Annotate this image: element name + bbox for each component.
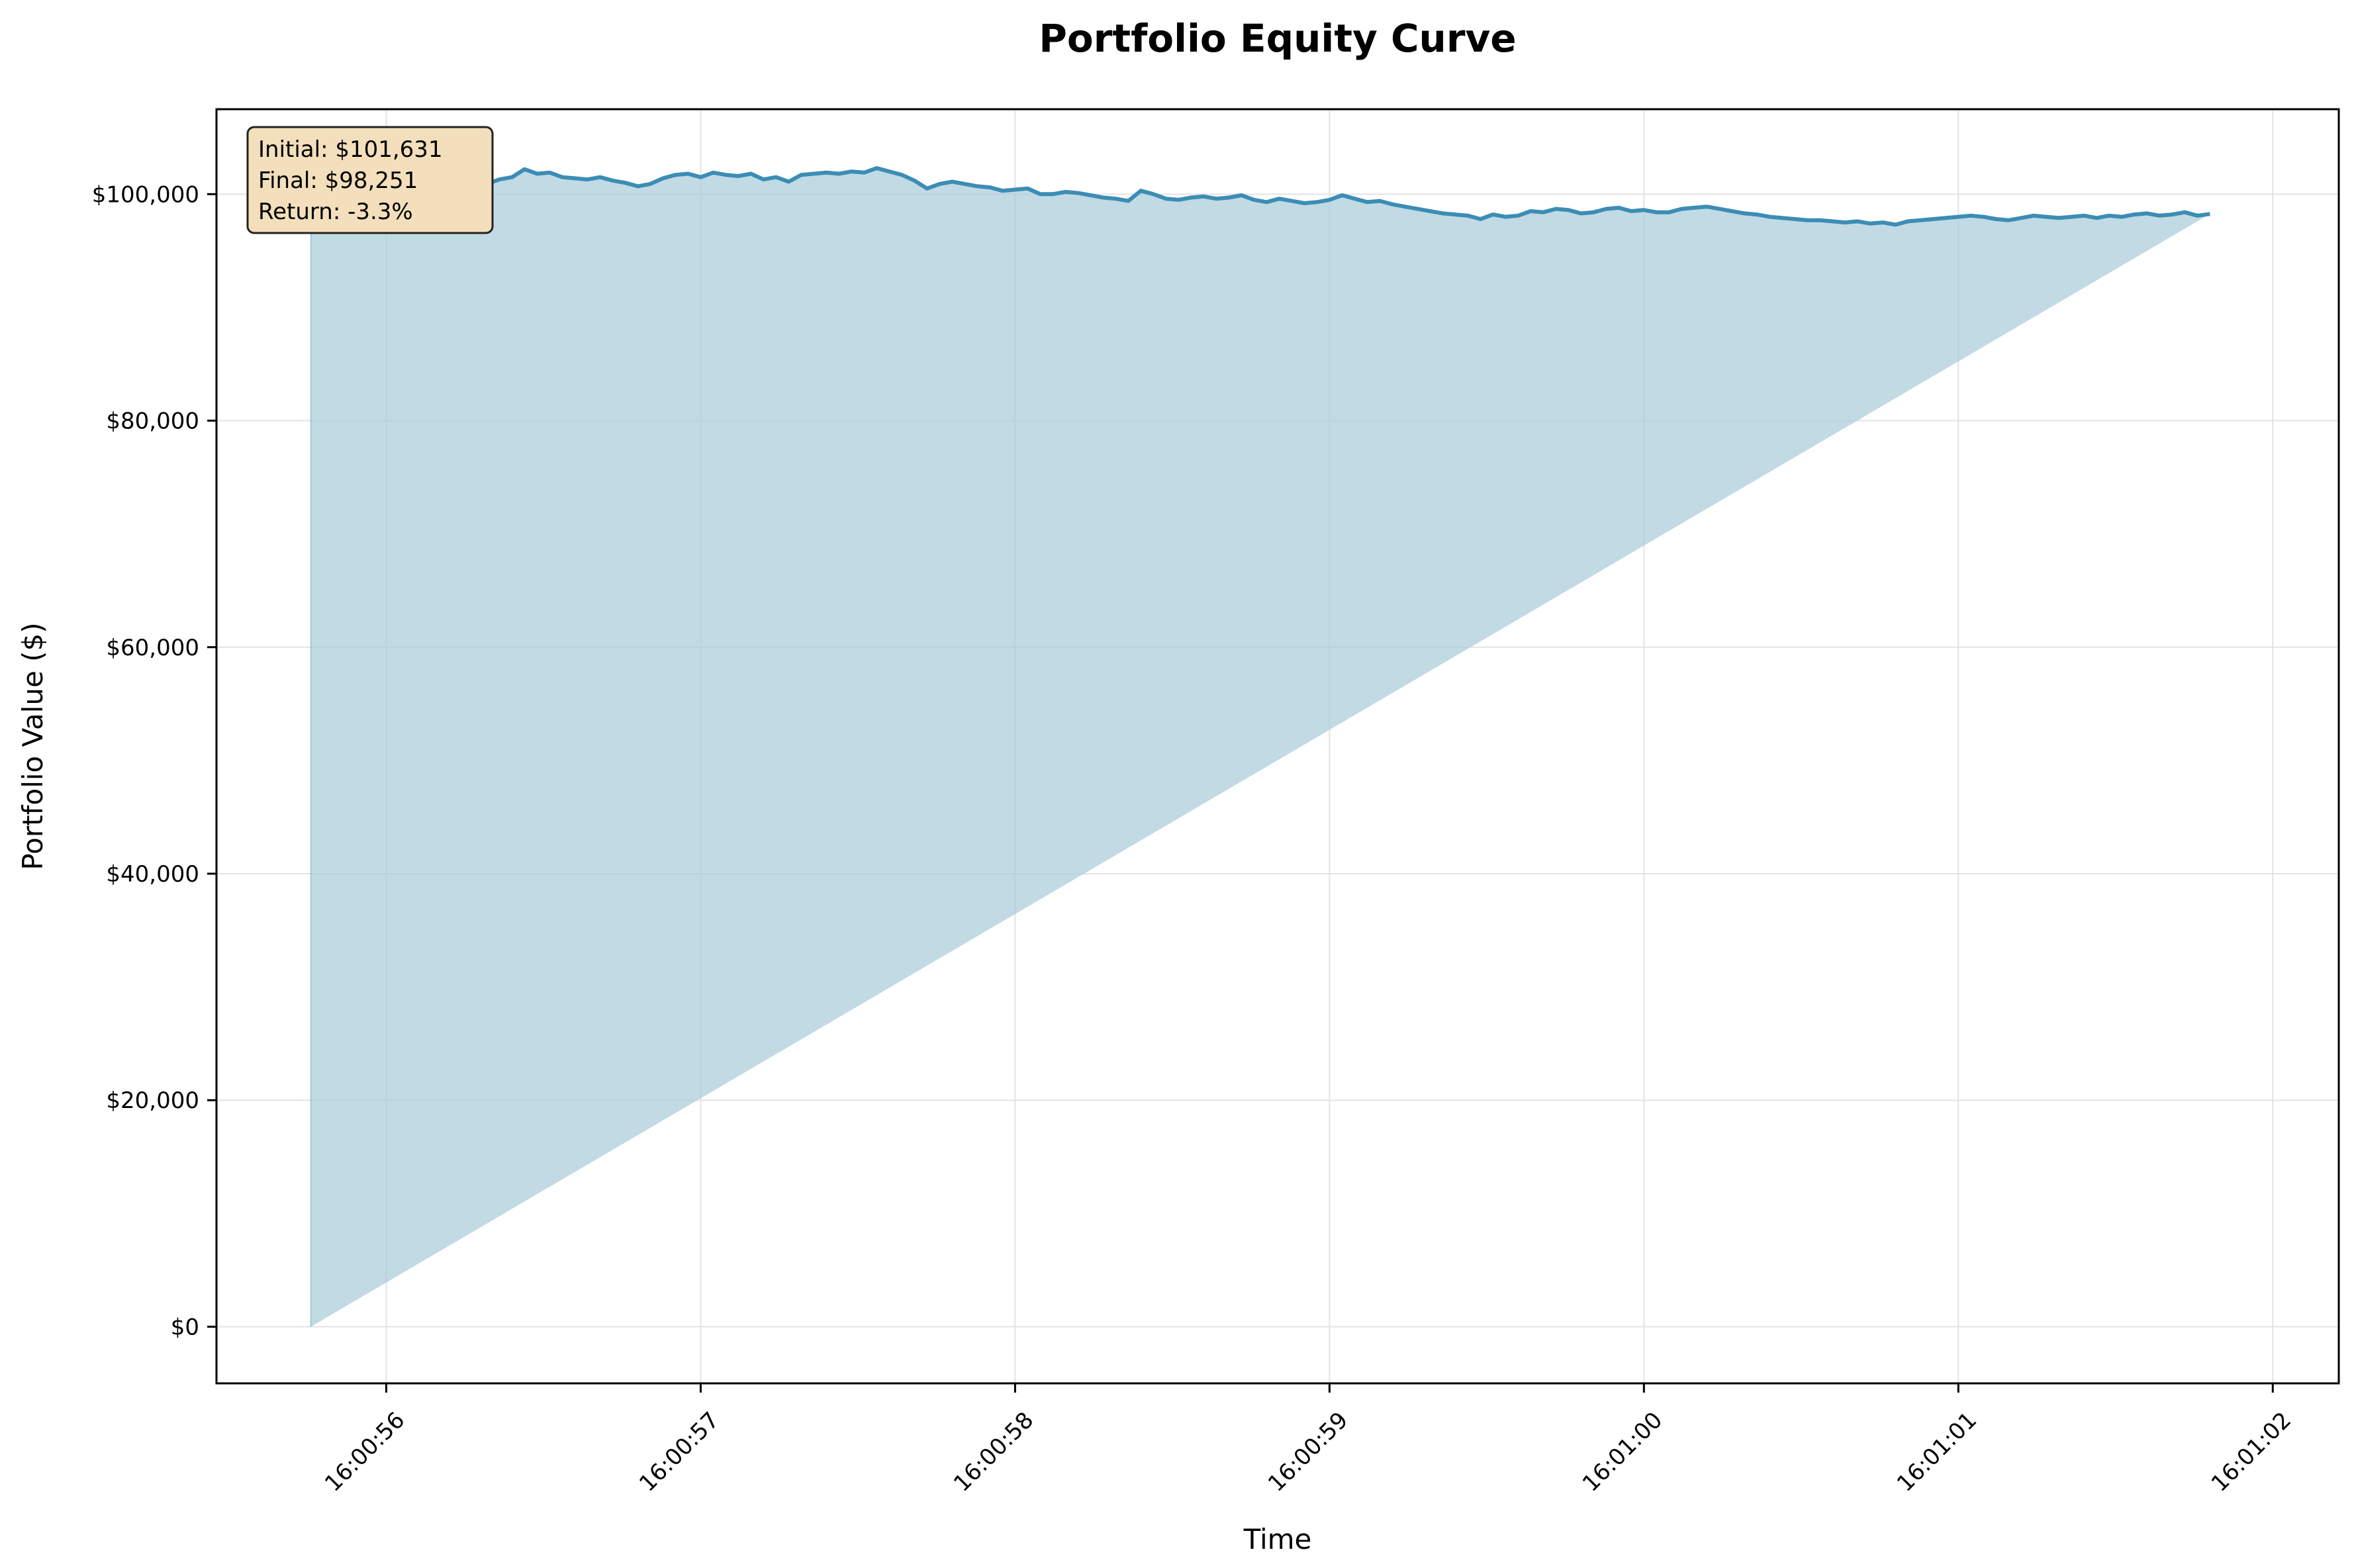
- y-axis-label: Portfolio Value ($): [17, 622, 49, 870]
- y-tick-label: $40,000: [106, 861, 199, 888]
- summary-box-background: [246, 126, 494, 234]
- summary-box: Initial: $101,631 Final: $98,251 Return:…: [246, 126, 494, 234]
- y-tick-label: $80,000: [106, 408, 199, 435]
- chart-title: Portfolio Equity Curve: [1039, 16, 1516, 61]
- y-tick-label: $60,000: [106, 635, 199, 661]
- y-tick-label: $20,000: [106, 1087, 199, 1114]
- y-tick-label: $0: [171, 1314, 199, 1340]
- summary-final: Final: $98,251: [258, 167, 418, 194]
- x-axis-label: Time: [1243, 1523, 1312, 1555]
- summary-return: Return: -3.3%: [258, 199, 413, 225]
- axes-frame: [215, 108, 2340, 1385]
- equity-line: [310, 166, 2210, 227]
- y-tick-label: $100,000: [92, 181, 199, 208]
- series-layer: [310, 166, 2210, 1327]
- summary-initial: Initial: $101,631: [258, 136, 443, 163]
